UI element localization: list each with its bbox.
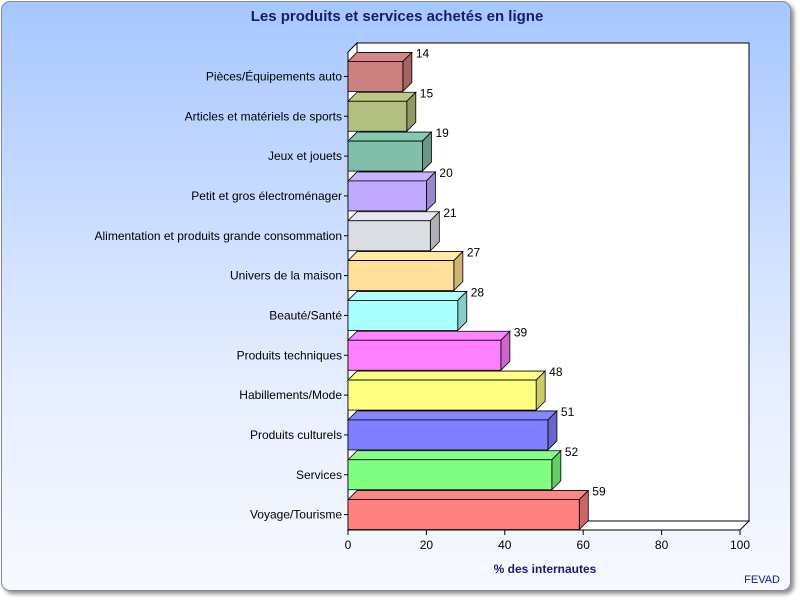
x-tick-label: 40 [498, 538, 512, 552]
value-label: 21 [443, 206, 457, 220]
bar-front-face [347, 419, 549, 451]
category-label: Produits culturels [250, 428, 342, 442]
bar-top-face [347, 251, 464, 261]
bar-front-face [347, 300, 459, 331]
bar [347, 330, 511, 372]
category-label: Beauté/Santé [269, 308, 342, 322]
category-label: Services [296, 468, 342, 482]
bar-top-face [347, 91, 417, 102]
bar-front-face [347, 100, 408, 132]
bar-front-face [347, 499, 580, 530]
labels-layer: 0 20 40 60 80 100 Pièces/Équipements auto 14 Art… [95, 46, 751, 552]
bar [347, 51, 413, 93]
category-label: Jeux et jouets [268, 149, 342, 163]
x-tick-label: 60 [577, 538, 591, 552]
category-label: Petit et gros électroménager [191, 189, 342, 203]
x-tick-label: 100 [730, 538, 750, 552]
value-label: 52 [565, 445, 579, 459]
bar-front-face [347, 379, 537, 411]
category-label: Articles et matériels de sports [185, 109, 342, 123]
bar-top-face [347, 52, 413, 62]
value-label: 59 [592, 485, 606, 499]
bar-top-face [347, 490, 590, 500]
bar-front-face [347, 459, 553, 491]
bar-top-face [347, 450, 562, 461]
value-label: 51 [561, 405, 575, 419]
x-tick-label: 20 [420, 538, 434, 552]
bar-front-face [347, 140, 423, 172]
chart-title: Les produits et services achetés en lign… [250, 8, 544, 25]
x-axis-label: % des internautes [494, 562, 597, 576]
bar-top-face [347, 131, 433, 142]
category-label: Voyage/Tourisme [250, 508, 342, 522]
category-label: Alimentation et produits grande consomma… [95, 229, 342, 243]
value-label: 27 [467, 246, 481, 260]
bar [347, 370, 547, 412]
bar [347, 170, 437, 212]
bar [347, 489, 590, 531]
value-label: 15 [420, 86, 434, 100]
source-label: FEVAD [744, 574, 780, 586]
bar [347, 449, 562, 491]
category-label: Produits techniques [237, 348, 342, 362]
value-label: 39 [514, 325, 528, 339]
bar [347, 131, 433, 173]
bar [347, 409, 558, 451]
bar-front-face [347, 220, 431, 252]
x-tick-label: 80 [655, 538, 669, 552]
category-label: Pièces/Équipements auto [206, 68, 342, 83]
bar-top-face [347, 410, 558, 421]
bar-top-face [347, 291, 468, 301]
bar-top-face [347, 211, 441, 222]
value-label: 19 [435, 126, 449, 140]
bar-top-face [347, 330, 511, 341]
value-label: 14 [416, 46, 430, 60]
bar-top-face [347, 370, 547, 381]
value-label: 48 [549, 365, 563, 379]
value-label: 20 [439, 166, 453, 180]
bar [347, 290, 468, 332]
category-label: Univers de la maison [230, 269, 342, 283]
bar [347, 91, 417, 133]
value-label: 28 [471, 285, 485, 299]
bar [347, 210, 441, 252]
x-tick-label: 0 [345, 538, 352, 552]
bar [347, 250, 464, 292]
bar-front-face [347, 339, 502, 371]
bars-layer [347, 51, 590, 531]
bar-front-face [347, 260, 455, 291]
bar-top-face [347, 171, 437, 182]
bar-front-face [347, 180, 427, 212]
bar-front-face [347, 61, 404, 92]
category-label: Habillements/Mode [239, 388, 342, 402]
